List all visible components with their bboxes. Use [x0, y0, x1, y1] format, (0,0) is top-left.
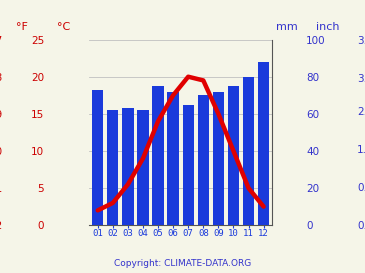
Text: Copyright: CLIMATE-DATA.ORG: Copyright: CLIMATE-DATA.ORG: [114, 259, 251, 268]
Bar: [228, 86, 239, 225]
Text: °F: °F: [16, 22, 28, 32]
Bar: [258, 62, 269, 225]
Bar: [182, 105, 194, 225]
Bar: [153, 86, 164, 225]
Bar: [213, 91, 224, 225]
Bar: [92, 90, 103, 225]
Bar: [243, 77, 254, 225]
Text: mm: mm: [276, 22, 297, 32]
Bar: [197, 95, 209, 225]
Bar: [122, 108, 134, 225]
Bar: [168, 91, 179, 225]
Bar: [107, 110, 119, 225]
Text: inch: inch: [316, 22, 339, 32]
Bar: [137, 110, 149, 225]
Text: °C: °C: [57, 22, 70, 32]
